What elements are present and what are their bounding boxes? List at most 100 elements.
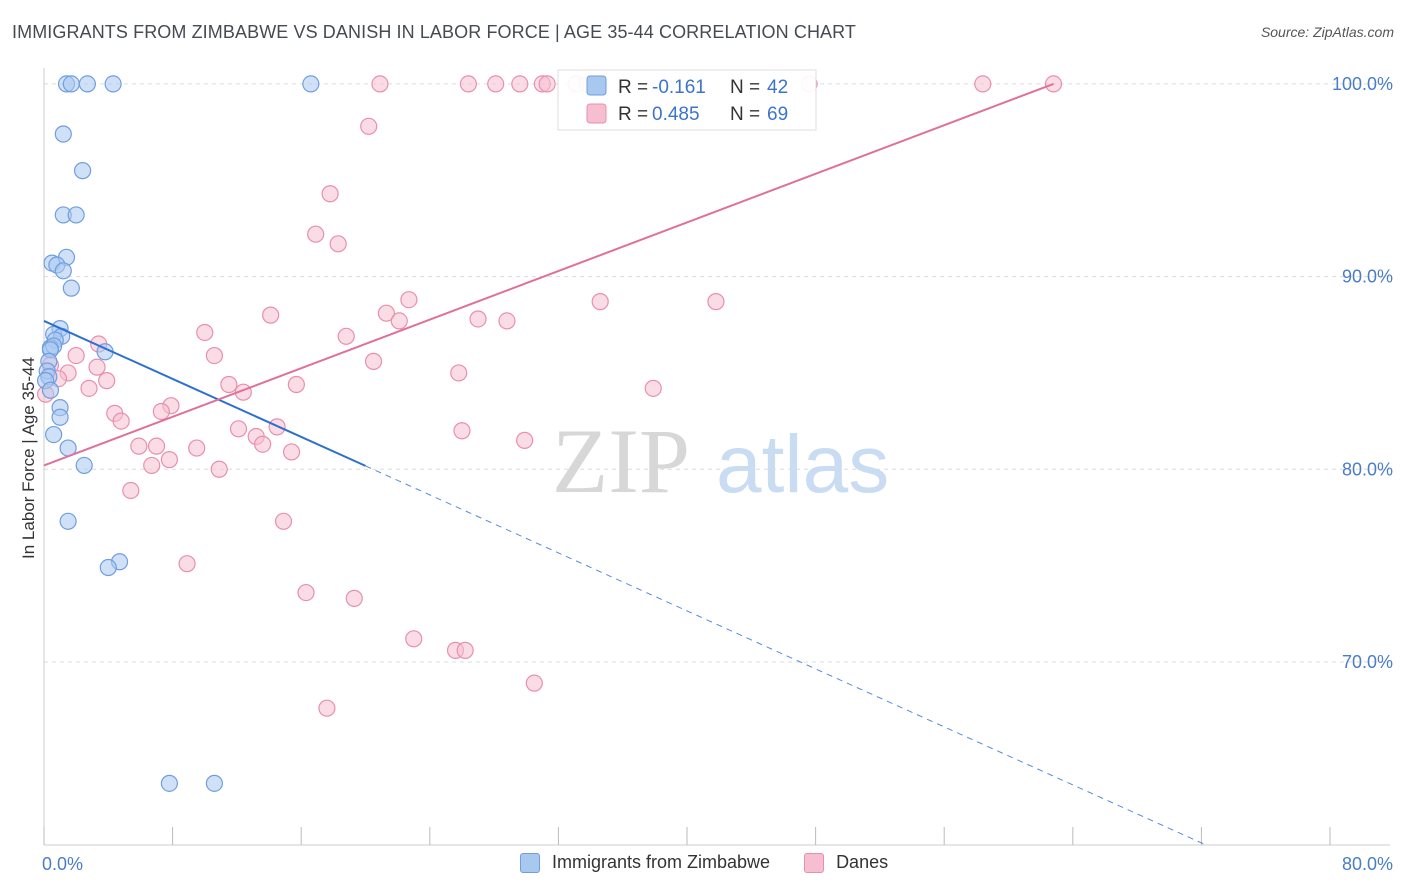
danes-point xyxy=(210,460,228,478)
danes-point xyxy=(318,699,336,717)
y-tick-label: 70.0% xyxy=(1342,652,1393,672)
axes xyxy=(43,68,1390,846)
zimbabwe-point xyxy=(62,75,80,93)
danes-point xyxy=(591,293,609,311)
danes-point xyxy=(511,75,529,93)
danes-point xyxy=(469,310,487,328)
y-tick-label: 100.0% xyxy=(1332,74,1393,94)
danes-point xyxy=(282,443,301,461)
danes-point xyxy=(405,630,423,648)
danes-point xyxy=(707,293,725,311)
legend-n-value-2: 69 xyxy=(767,104,788,125)
legend-r-value-1: -0.161 xyxy=(652,77,706,98)
danes-point xyxy=(274,512,293,530)
danes-point xyxy=(538,75,556,93)
danes-point xyxy=(400,291,418,309)
zimbabwe-point xyxy=(78,75,97,93)
y-tick-label: 90.0% xyxy=(1342,267,1393,287)
zimbabwe-point xyxy=(205,774,223,792)
trend-lines xyxy=(43,82,1207,846)
danes-point xyxy=(345,589,363,607)
bottom-legend-swatch-zimbabwe xyxy=(520,852,540,873)
zimbabwe-point xyxy=(160,774,178,792)
zimbabwe-point xyxy=(51,408,69,426)
danes-point xyxy=(307,225,325,243)
zimbabwe-point xyxy=(54,262,72,280)
bottom-legend-item-danes: Danes xyxy=(804,852,888,873)
danes-point xyxy=(453,422,471,440)
danes-point xyxy=(321,185,339,203)
legend-n-label-2: N = xyxy=(730,104,760,125)
legend: R = -0.161 N = 42 R = 0.485 N = 69 xyxy=(557,69,817,131)
zimbabwe-trend-extension xyxy=(365,465,1207,846)
danes-point xyxy=(178,555,196,573)
danes-point xyxy=(80,379,98,397)
x-tick-label: 0.0% xyxy=(42,854,83,874)
danes-point xyxy=(147,437,166,455)
zimbabwe-point xyxy=(54,125,72,143)
danes-point xyxy=(337,327,355,345)
danes-point xyxy=(450,364,468,382)
danes-point xyxy=(297,583,315,602)
danes-point xyxy=(364,352,383,370)
zimbabwe-point xyxy=(99,558,117,577)
bottom-legend: Immigrants from Zimbabwe Danes xyxy=(520,852,922,873)
danes-point xyxy=(456,641,474,659)
watermark: ZIP atlas xyxy=(552,410,889,512)
danes-trend-line xyxy=(43,82,1054,467)
zimbabwe-point xyxy=(67,206,85,224)
zimbabwe-point xyxy=(104,75,122,93)
legend-r-label-1: R = xyxy=(618,77,648,98)
danes-point xyxy=(112,412,130,430)
danes-point xyxy=(287,375,305,394)
watermark-zip: ZIP xyxy=(552,410,690,512)
watermark-atlas: atlas xyxy=(716,419,889,510)
danes-point xyxy=(196,323,214,342)
danes-point xyxy=(371,75,389,93)
danes-point xyxy=(498,312,516,330)
legend-swatch-zimbabwe xyxy=(586,75,607,96)
source-credit: Source: ZipAtlas.com xyxy=(1260,24,1394,40)
danes-point xyxy=(98,372,116,390)
danes-point xyxy=(130,437,148,455)
danes-point xyxy=(220,375,238,394)
danes-point xyxy=(188,439,206,457)
danes-point xyxy=(143,456,161,475)
legend-swatch-danes xyxy=(586,103,607,124)
zimbabwe-trend-line xyxy=(43,319,366,467)
y-axis-title: In Labor Force | Age 35-44 xyxy=(19,357,38,559)
legend-n-label-1: N = xyxy=(730,77,760,98)
danes-point xyxy=(516,431,534,449)
danes-point xyxy=(67,346,85,365)
bottom-legend-swatch-danes xyxy=(804,852,825,873)
danes-point xyxy=(205,346,223,365)
x-tick-label: 80.0% xyxy=(1342,854,1393,874)
series-danes xyxy=(37,75,1063,717)
danes-point xyxy=(525,674,543,692)
zimbabwe-point xyxy=(45,425,63,444)
legend-r-value-2: 0.485 xyxy=(652,104,700,125)
bottom-legend-label-danes: Danes xyxy=(836,852,889,872)
danes-point xyxy=(152,402,170,421)
danes-point xyxy=(644,379,662,397)
legend-r-label-2: R = xyxy=(618,104,648,125)
bottom-legend-item-zimbabwe: Immigrants from Zimbabwe xyxy=(520,852,770,873)
legend-n-value-1: 42 xyxy=(767,77,788,98)
danes-point xyxy=(360,117,378,135)
danes-point xyxy=(487,75,505,93)
zimbabwe-point xyxy=(75,456,93,475)
tick-labels: 70.0% 80.0% 90.0% 100.0% 0.0% 80.0% xyxy=(42,74,1393,874)
zimbabwe-point xyxy=(41,381,60,399)
y-tick-label: 80.0% xyxy=(1342,459,1393,479)
zimbabwe-point xyxy=(59,512,77,530)
danes-point xyxy=(88,358,106,376)
danes-point xyxy=(974,75,992,93)
danes-point xyxy=(329,235,347,253)
danes-point xyxy=(390,312,408,330)
danes-point xyxy=(229,420,248,438)
danes-point xyxy=(262,306,280,324)
zimbabwe-point xyxy=(62,279,80,297)
zimbabwe-point xyxy=(73,162,92,180)
grid-lines xyxy=(44,83,1390,663)
danes-point xyxy=(377,304,395,322)
